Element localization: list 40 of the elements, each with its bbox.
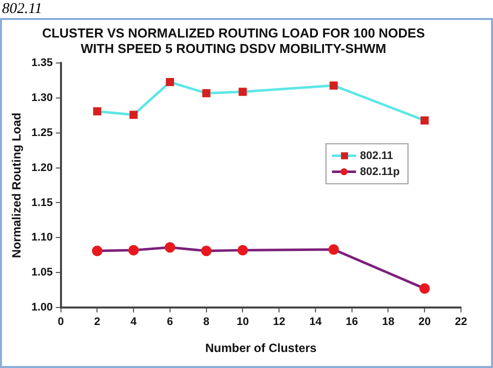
y-tick-label: 1.20: [31, 162, 53, 174]
x-tick-label: 4: [130, 316, 138, 328]
point: [202, 89, 210, 98]
x-tick-label: 0: [58, 316, 64, 328]
x-tick-label: 22: [454, 316, 468, 328]
chart-title: CLUSTER VS NORMALIZED ROUTING LOAD FOR 100 NODES WITH SPEED 5 ROUTING DSDV MOBILITY-SHWM: [42, 25, 426, 56]
y-axis-title: Normalized Routing Load: [10, 112, 24, 258]
y-tick-label: 1.05: [31, 266, 53, 279]
x-tick-label: 12: [272, 316, 286, 328]
legend-label: 802.11: [360, 150, 394, 162]
legend-label: 802.11p: [360, 166, 400, 178]
point: [128, 244, 139, 256]
point: [328, 244, 339, 255]
y-tick-label: 1.30: [31, 92, 53, 104]
x-tick-label: 20: [418, 316, 431, 328]
x-tick-label: 14: [309, 316, 322, 328]
point: [238, 88, 247, 96]
point: [92, 246, 102, 256]
point: [330, 81, 338, 90]
x-tick-label: 2: [94, 316, 100, 328]
x-tick-label: 8: [203, 316, 210, 328]
y-tick-label: 1.25: [31, 127, 53, 140]
y-tick-label: 1.35: [31, 57, 53, 70]
point: [237, 244, 248, 256]
point: [93, 107, 102, 116]
x-axis-title: Number of Clusters: [205, 341, 317, 356]
text: 802.11: [1, 0, 44, 18]
point: [420, 116, 429, 124]
point: [166, 78, 174, 86]
point: [164, 242, 176, 253]
y-tick-label: 1.10: [31, 232, 53, 244]
point: [129, 110, 138, 119]
x-tick-label: 18: [382, 316, 394, 328]
point: [201, 246, 212, 256]
x-tick-label: 6: [166, 316, 174, 328]
point: [419, 283, 430, 294]
y-tick-label: 1.15: [31, 196, 53, 209]
y-tick-label: 1.00: [31, 301, 53, 314]
x-tick-label: 10: [236, 316, 249, 328]
x-tick-label: 16: [346, 316, 358, 328]
